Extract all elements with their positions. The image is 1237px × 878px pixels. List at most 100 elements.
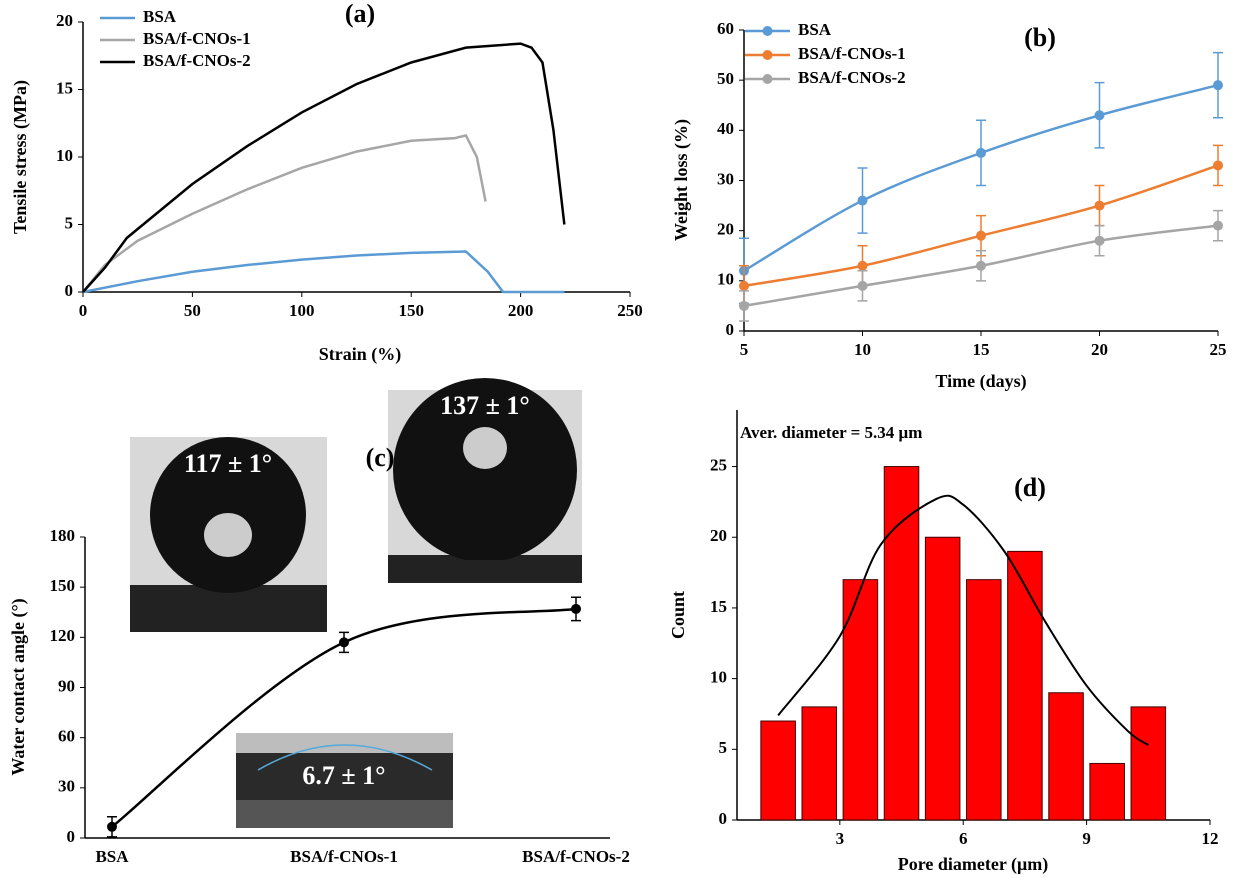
marker [976,260,986,271]
y-tick-label: 90 [58,676,75,695]
x-tick-label: BSA/f-CNOs-2 [522,847,630,866]
photo-base [236,800,453,828]
x-axis-label: Strain (%) [319,344,402,365]
marker [857,260,868,271]
x-tick-label: 100 [289,301,315,320]
marker [1213,160,1223,171]
x-tick-label: 50 [184,301,201,320]
y-tick-label: 15 [710,597,727,616]
x-tick-label: BSA/f-CNOs-1 [290,847,398,866]
x-tick-label: BSA [95,847,129,866]
legend-label: BSA/f-CNOs-1 [143,29,251,48]
chart-title: (b) [1024,23,1056,52]
series-line [82,42,566,293]
annotation: Aver. diameter = 5.34 μm [740,423,922,442]
legend-marker [762,50,773,60]
x-tick-label: 20 [1091,340,1108,359]
x-tick-label: 15 [973,340,990,359]
series-line [82,250,565,294]
legend-label: BSA [798,20,832,39]
photo-sky [236,733,453,753]
x-tick-label: 12 [1202,829,1219,848]
y-tick-label: 60 [717,19,734,38]
marker [857,195,868,206]
droplet-highlight [463,427,507,469]
bar [883,466,920,821]
legend-marker [762,74,773,84]
y-axis-label: Tensile stress (MPa) [10,80,31,234]
y-tick-label: 120 [50,626,76,645]
y-tick-label: 60 [58,727,75,746]
legend-marker [762,26,773,36]
bar [1007,550,1043,821]
marker [1094,235,1105,246]
x-tick-label: 0 [79,301,88,320]
annotation: 117 ± 1° [184,449,272,478]
bar [966,579,1002,821]
bar [924,536,961,821]
x-tick-label: 9 [1082,829,1091,848]
y-axis-label: Count [668,591,688,639]
y-axis-label: Water contact angle (°) [8,598,29,775]
x-tick-label: 10 [854,340,871,359]
y-axis-label: Weight loss (%) [671,119,692,241]
marker [976,230,986,241]
y-tick-label: 50 [717,69,734,88]
marker [857,280,868,291]
fit-curve [777,494,1149,746]
bar [760,720,796,821]
droplet-highlight [204,513,252,557]
y-tick-label: 0 [65,281,74,300]
x-tick-label: 250 [617,301,643,320]
y-tick-label: 15 [56,78,73,97]
marker [107,821,117,832]
legend-label: BSA/f-CNOs-2 [143,51,251,70]
chart-title: (a) [345,0,375,28]
y-tick-label: 0 [719,809,728,828]
x-tick-label: 3 [836,829,845,848]
x-axis-label: Pore diameter (μm) [898,854,1048,875]
y-tick-label: 25 [710,455,727,474]
legend-label: BSA/f-CNOs-1 [798,44,906,63]
marker [1094,110,1105,121]
chart-title: (d) [1014,473,1046,502]
photo-base [388,560,582,583]
droplet-photos [130,378,582,828]
y-tick-label: 30 [58,777,75,796]
y-tick-label: 10 [56,146,73,165]
y-tick-label: 0 [67,827,76,846]
annotation: 6.7 ± 1° [302,761,385,790]
annotation: 137 ± 1° [440,391,530,420]
chart-title: (c) [366,443,395,472]
x-tick-label: 25 [1210,340,1227,359]
x-tick-label: 5 [740,340,749,359]
legend-label: BSA/f-CNOs-2 [798,68,906,87]
y-tick-label: 10 [710,668,727,687]
x-axis-label: Time (days) [935,371,1026,392]
y-tick-label: 30 [717,169,734,188]
y-tick-label: 20 [710,526,727,545]
marker [1213,80,1223,91]
x-tick-label: 150 [398,301,424,320]
bar [801,706,838,821]
marker [976,147,986,158]
bar [1048,692,1084,821]
marker [1094,200,1105,211]
marker [571,603,581,614]
droplet [393,378,577,562]
bar [1089,762,1125,821]
bar [1130,706,1167,821]
marker [1213,220,1223,231]
y-tick-label: 5 [65,213,74,232]
marker [739,280,749,291]
y-tick-label: 10 [717,270,734,289]
fit-arc [257,744,433,771]
legend-label: BSA [143,7,177,26]
marker [739,300,749,311]
y-tick-label: 40 [717,119,734,138]
y-tick-label: 0 [726,320,735,339]
bar [842,579,879,821]
y-tick-label: 150 [50,576,76,595]
y-tick-label: 20 [56,11,73,30]
